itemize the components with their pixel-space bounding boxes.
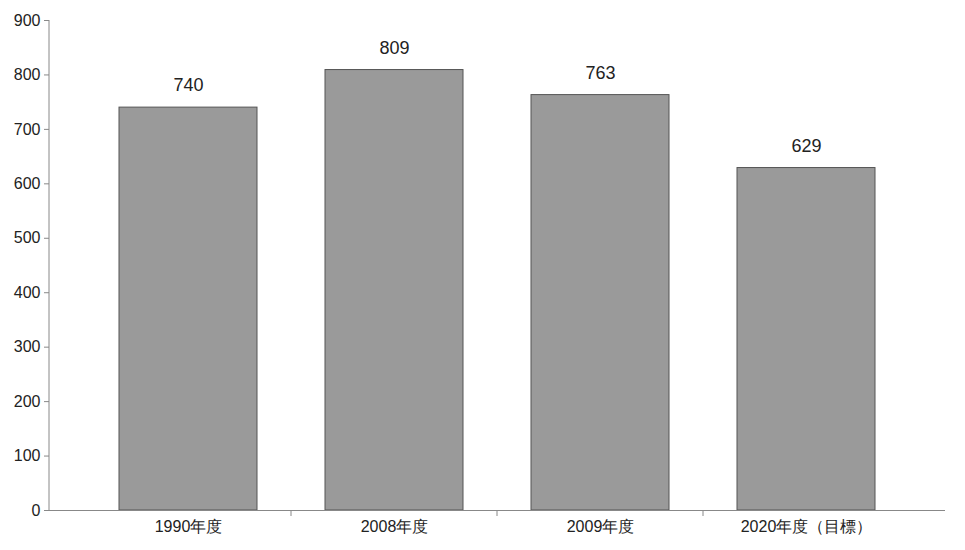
svg-text:2009年度: 2009年度 (567, 518, 635, 535)
svg-text:740: 740 (173, 75, 203, 95)
svg-text:100: 100 (14, 447, 41, 464)
svg-text:629: 629 (791, 136, 821, 156)
svg-text:763: 763 (585, 63, 615, 83)
svg-text:2008年度: 2008年度 (361, 518, 429, 535)
svg-text:200: 200 (14, 393, 41, 410)
svg-text:809: 809 (379, 38, 409, 58)
svg-text:2020年度（目標）: 2020年度（目標） (741, 518, 873, 535)
svg-text:400: 400 (14, 284, 41, 301)
svg-text:900: 900 (14, 12, 41, 29)
svg-text:800: 800 (14, 66, 41, 83)
svg-text:700: 700 (14, 121, 41, 138)
svg-text:500: 500 (14, 229, 41, 246)
svg-text:600: 600 (14, 175, 41, 192)
svg-text:1990年度: 1990年度 (155, 518, 223, 535)
svg-text:0: 0 (32, 502, 41, 519)
svg-text:300: 300 (14, 338, 41, 355)
